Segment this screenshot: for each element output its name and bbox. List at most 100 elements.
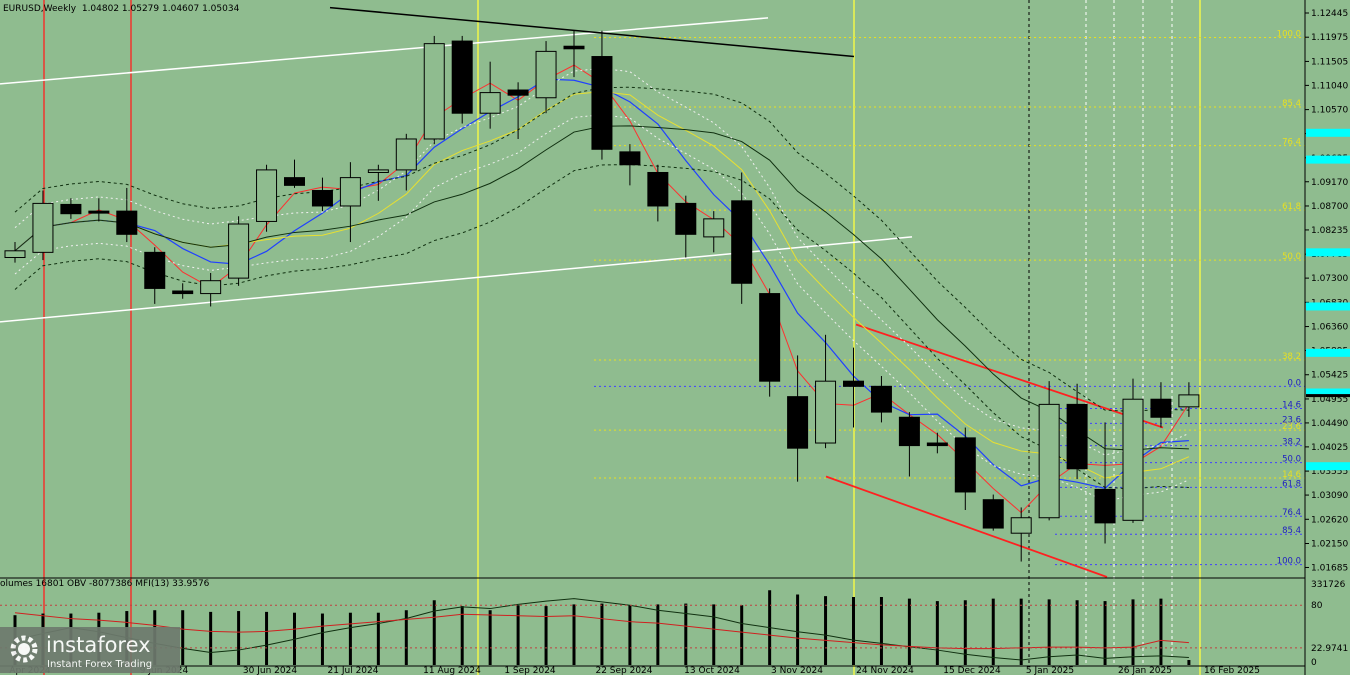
price-tick-label: 1.08700 bbox=[1311, 202, 1348, 212]
price-marker bbox=[1306, 155, 1350, 164]
price-tick-label: 1.01685 bbox=[1311, 563, 1348, 573]
candle-body bbox=[1010, 517, 1032, 534]
time-axis-label: 30 Jun 2024 bbox=[243, 666, 297, 675]
fib-level-label: 23.6 bbox=[1282, 422, 1301, 432]
symbol-label: EURUSD,Weekly bbox=[3, 4, 77, 14]
price-tick-label: 1.08235 bbox=[1311, 226, 1348, 236]
envelope-dark-lower bbox=[14, 164, 1189, 490]
current-price-marker bbox=[1306, 394, 1350, 398]
fib-level-label: 100.0 bbox=[1277, 557, 1301, 567]
price-tick-label: 1.11040 bbox=[1311, 81, 1348, 91]
candle-body bbox=[172, 290, 194, 295]
price-tick-label: 1.02150 bbox=[1311, 540, 1348, 550]
candle-body bbox=[479, 92, 501, 114]
indicator-tick-label: 22.9741 bbox=[1311, 644, 1348, 654]
time-axis-label: 3 Nov 2024 bbox=[771, 666, 823, 675]
candle-body bbox=[759, 293, 781, 382]
price-tick-label: 1.11505 bbox=[1311, 57, 1348, 67]
time-axis-label: 26 Jan 2025 bbox=[1118, 666, 1172, 675]
candle-body bbox=[200, 280, 222, 295]
ohlc-readout: 1.04802 1.05279 1.04607 1.05034 bbox=[81, 4, 240, 14]
candle-body bbox=[954, 437, 976, 493]
time-axis-label: 1 Sep 2024 bbox=[504, 666, 556, 675]
chart-header: EURUSD,Weekly 1.04802 1.05279 1.04607 1.… bbox=[3, 4, 239, 14]
candle-body bbox=[256, 169, 278, 222]
fib-level-label: 38.2 bbox=[1282, 352, 1301, 362]
mfi-line bbox=[14, 612, 1189, 650]
price-marker bbox=[1306, 388, 1350, 397]
time-axis-label: 5 Jan 2025 bbox=[1026, 666, 1074, 675]
indicator-tick-label: 331726 bbox=[1311, 580, 1346, 590]
candle-body bbox=[1178, 394, 1200, 408]
time-axis-label: 21 Jul 2024 bbox=[328, 666, 379, 675]
price-tick-label: 1.06360 bbox=[1311, 323, 1348, 333]
candle-body bbox=[563, 45, 585, 50]
time-axis-label: 13 Oct 2024 bbox=[684, 666, 740, 675]
candle-body bbox=[703, 218, 725, 238]
logo-tagline: Instant Forex Trading bbox=[47, 659, 153, 670]
logo-name: instaforex bbox=[46, 633, 151, 657]
price-tick-label: 1.03090 bbox=[1311, 491, 1348, 501]
instaforex-logo: instaforex Instant Forex Trading bbox=[0, 627, 180, 673]
price-marker bbox=[1306, 128, 1350, 137]
fib-level-label: 50.0 bbox=[1282, 252, 1301, 262]
fib-level-label: 76.4 bbox=[1282, 138, 1301, 148]
candle-body bbox=[311, 190, 333, 207]
fib-level-label: 0.0 bbox=[1287, 378, 1301, 388]
candle-body bbox=[870, 385, 892, 413]
time-axis-label: 16 Feb 2025 bbox=[1204, 666, 1260, 675]
price-marker bbox=[1306, 462, 1350, 471]
candle-body bbox=[1094, 488, 1116, 524]
fib-level-label: 23.6 bbox=[1282, 415, 1301, 425]
candle-body bbox=[731, 200, 753, 284]
fib-level-label: 61.8 bbox=[1282, 202, 1301, 212]
candle-body bbox=[619, 151, 641, 166]
price-tick-label: 1.04490 bbox=[1311, 419, 1348, 429]
indicator-tick-label: 80 bbox=[1311, 601, 1323, 611]
candle-body bbox=[367, 169, 389, 173]
candle-body bbox=[423, 43, 445, 140]
fib-level-label: 38.2 bbox=[1282, 438, 1301, 448]
price-tick-label: 1.10570 bbox=[1311, 106, 1348, 116]
candle-body bbox=[591, 56, 613, 150]
candle-body bbox=[787, 396, 809, 449]
fib-level-label: 76.4 bbox=[1282, 508, 1301, 518]
indicator-header: olumes 16801 OBV -8077386 MFI(13) 33.957… bbox=[0, 579, 210, 589]
candle-body bbox=[843, 380, 864, 387]
time-axis-label: 22 Sep 2024 bbox=[595, 666, 652, 675]
time-axis-label: 11 Aug 2024 bbox=[423, 666, 481, 675]
obv-line bbox=[14, 598, 1189, 661]
price-tick-label: 1.12445 bbox=[1311, 9, 1348, 19]
falling-channel-top bbox=[855, 323, 1164, 429]
candle-body bbox=[815, 380, 837, 444]
candle-body bbox=[1066, 403, 1088, 470]
candle-body bbox=[1038, 403, 1060, 519]
price-tick-label: 1.05425 bbox=[1311, 371, 1348, 381]
falling-channel-bottom bbox=[825, 475, 1108, 578]
candle-body bbox=[339, 177, 361, 207]
candle-body bbox=[451, 40, 473, 114]
resistance-trend-line bbox=[329, 6, 855, 58]
fib-level-label: 50.0 bbox=[1282, 455, 1301, 465]
price-marker bbox=[1306, 302, 1350, 311]
candle-body bbox=[535, 50, 557, 99]
price-tick-label: 1.04025 bbox=[1311, 443, 1348, 453]
price-tick-label: 1.11975 bbox=[1311, 33, 1348, 43]
price-tick-label: 1.09170 bbox=[1311, 178, 1348, 188]
fib-level-label: 14.6 bbox=[1282, 470, 1301, 480]
candle-body bbox=[1122, 398, 1144, 521]
fib-level-label: 14.6 bbox=[1282, 400, 1301, 410]
candle-body bbox=[116, 210, 138, 235]
upper-channel-line bbox=[0, 17, 769, 85]
candle-body bbox=[32, 202, 54, 253]
price-tick-label: 1.04955 bbox=[1311, 395, 1348, 405]
candle-body bbox=[507, 89, 529, 96]
indicator-tick-label: 0 bbox=[1311, 658, 1317, 668]
fib-level-label: 100.0 bbox=[1277, 29, 1301, 39]
candle-body bbox=[284, 177, 305, 186]
price-marker bbox=[1306, 348, 1350, 357]
candle-body bbox=[144, 251, 166, 289]
time-axis-label: 24 Nov 2024 bbox=[856, 666, 914, 675]
candle-body bbox=[395, 138, 417, 171]
